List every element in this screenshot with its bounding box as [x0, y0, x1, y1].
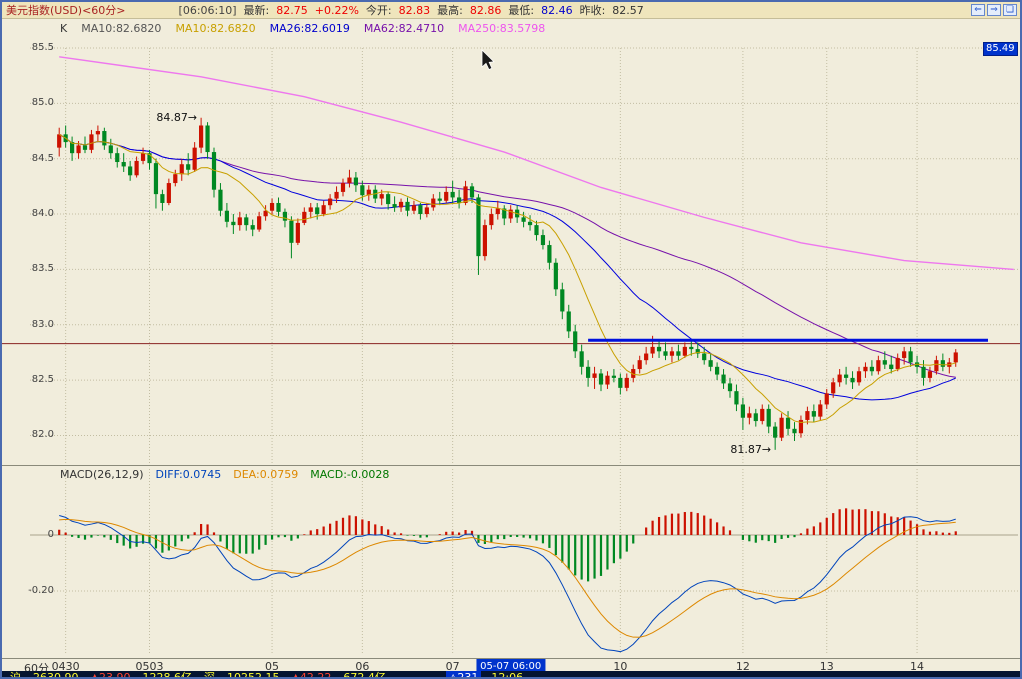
- status-field: △231: [445, 671, 482, 677]
- titlebar-field: 82.75: [276, 3, 308, 17]
- titlebar-field: 昨收:: [579, 3, 606, 17]
- index-quote: 沪: [10, 671, 21, 679]
- index-quote: ▲42.22: [291, 671, 332, 679]
- price-chart-canvas[interactable]: [2, 2, 1022, 658]
- market-index-quotes: 沪 2630.90 ▲23.90 1228.6亿 深 10252.15 ▲42.22 672.…: [10, 671, 386, 679]
- titlebar-field: 最高:: [437, 3, 463, 17]
- selected-time-badge: 05-07 06:00: [476, 659, 546, 674]
- time-tick-label: 07: [445, 660, 460, 673]
- window-controls: ⇐ ⇒ ❏: [971, 4, 1017, 16]
- macd-label: DEA:0.0759: [233, 468, 299, 481]
- ma-label: MA250:83.5798: [458, 22, 546, 35]
- titlebar-field: 最新:: [243, 3, 270, 17]
- ma-label: MA62:82.4710: [363, 22, 445, 35]
- index-quote: 672.4亿: [343, 671, 386, 679]
- ma-label: MA10:82.6820: [81, 22, 162, 35]
- time-tick-label: 05: [265, 660, 280, 673]
- page-right-icon[interactable]: ⇒: [987, 4, 1001, 16]
- titlebar-field: 美元指数(USD)<60分>: [6, 3, 126, 17]
- time-tick-label: 10: [613, 660, 628, 673]
- time-tick-label: 12: [735, 660, 750, 673]
- index-quote: ▲23.90: [90, 671, 131, 679]
- index-quote: 2630.90: [33, 671, 79, 679]
- title-bar: 美元指数(USD)<60分> [06:06:10] 最新: 82.75 +0.22% 今开…: [2, 2, 1020, 19]
- ma-indicator-labels: K MA10:82.6820 MA10:82.6820 MA26:82.6019 MA6…: [60, 22, 545, 35]
- ma-label: MA26:82.6019: [269, 22, 350, 35]
- titlebar-field: 82.57: [612, 3, 644, 17]
- macd-indicator-labels: MACD(26,12,9) DIFF:0.0745 DEA:0.0759 MACD:-…: [60, 468, 389, 481]
- window-mode-icon[interactable]: ❏: [1003, 4, 1017, 16]
- status-field: 12:06: [491, 671, 524, 679]
- axis-max-badge: 85.49: [983, 42, 1018, 56]
- page-left-icon[interactable]: ⇐: [971, 4, 985, 16]
- time-tick-label: 14: [910, 660, 925, 673]
- status-bar: 沪 2630.90 ▲23.90 1228.6亿 深 10252.15 ▲42.22 672.…: [2, 671, 1020, 679]
- time-tick-label: 0430: [51, 660, 80, 673]
- titlebar-field: +0.22%: [314, 3, 359, 17]
- titlebar-field: [06:06:10]: [178, 3, 237, 17]
- index-quote: 1228.6亿: [142, 671, 192, 679]
- time-axis: 60分 0430 0503 05 06 07 10 12 13 14 05-07 06:00: [2, 658, 1020, 675]
- titlebar-field: 82.46: [541, 3, 573, 17]
- time-tick-label: 06: [355, 660, 370, 673]
- titlebar-field: 82.86: [469, 3, 502, 17]
- macd-label: MACD(26,12,9): [60, 468, 144, 481]
- ma-label: K: [60, 22, 68, 35]
- ma-label: MA10:82.6820: [175, 22, 256, 35]
- quote-summary: 美元指数(USD)<60分> [06:06:10] 最新: 82.75 +0.22% 今开…: [6, 3, 644, 18]
- titlebar-field: 最低:: [508, 3, 535, 17]
- titlebar-field: 今开:: [365, 3, 392, 17]
- index-quote: 10252.15: [226, 671, 280, 679]
- macd-label: DIFF:0.0745: [155, 468, 222, 481]
- status-right-fields: △231 12:06: [445, 671, 524, 679]
- titlebar-field: 82.83: [398, 3, 431, 17]
- macd-label: MACD:-0.0028: [310, 468, 390, 481]
- time-tick-label: 0503: [135, 660, 164, 673]
- time-tick-label: 13: [819, 660, 834, 673]
- index-quote: 深: [203, 671, 215, 679]
